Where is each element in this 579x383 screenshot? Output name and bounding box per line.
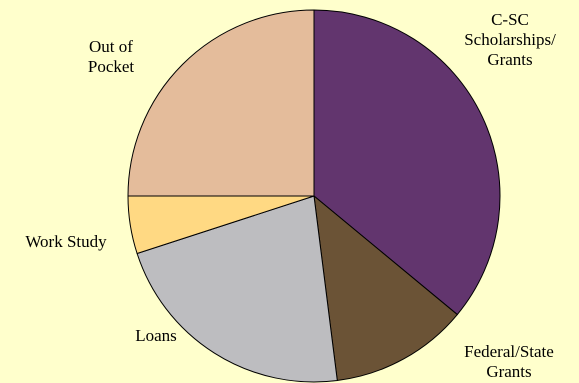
pie-slice-label-line: Pocket [88, 57, 135, 76]
pie-slice-label-line: Work Study [25, 232, 107, 251]
pie-slice-0 [313, 9, 501, 316]
pie-slice-label-line: Federal/State [464, 342, 554, 361]
pie-slice-label-2: Loans [135, 326, 177, 345]
pie-slice-label-line: Loans [135, 326, 177, 345]
pie-slice-4 [127, 9, 315, 197]
pie-slices [127, 9, 501, 383]
pie-slice-label-4: Out of Pocket [88, 37, 135, 76]
pie-slice-label-3: Work Study [25, 232, 107, 251]
pie-slice-label-line: Grants [487, 50, 532, 69]
pie-slice-label-0: C-SC Scholarships/Grants [464, 10, 556, 69]
pie-slice-label-line: C-SC [491, 10, 529, 29]
pie-slice-label-1: Federal/State Grants [464, 342, 554, 381]
pie-slice-2 [136, 195, 338, 383]
pie-slice-label-line: Grants [486, 362, 531, 381]
pie-slice-label-line: Scholarships/ [464, 30, 556, 49]
pie-slice-1 [313, 194, 459, 382]
pie-slice-label-line: Out of [89, 37, 133, 56]
